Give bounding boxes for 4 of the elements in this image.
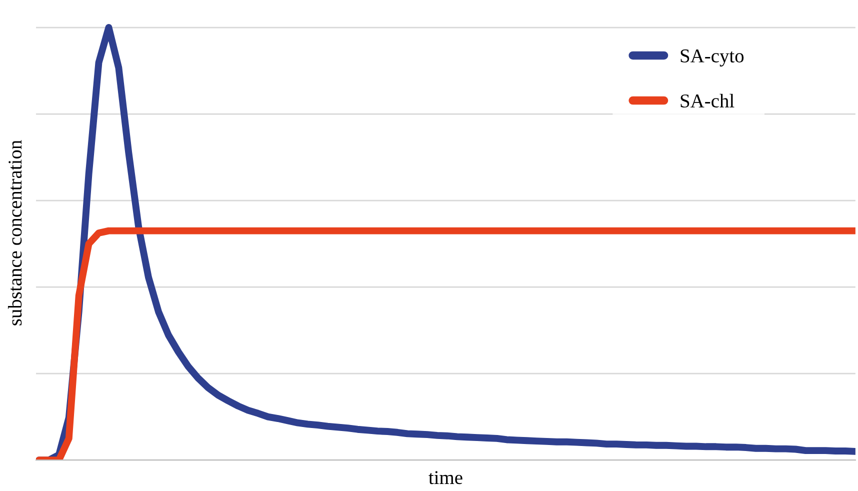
y-axis-title: substance concentration [8,140,22,326]
x-axis-title: time [428,471,462,484]
legend-label: SA-cyto [680,49,744,66]
legend-label: SA-chl [680,94,734,108]
